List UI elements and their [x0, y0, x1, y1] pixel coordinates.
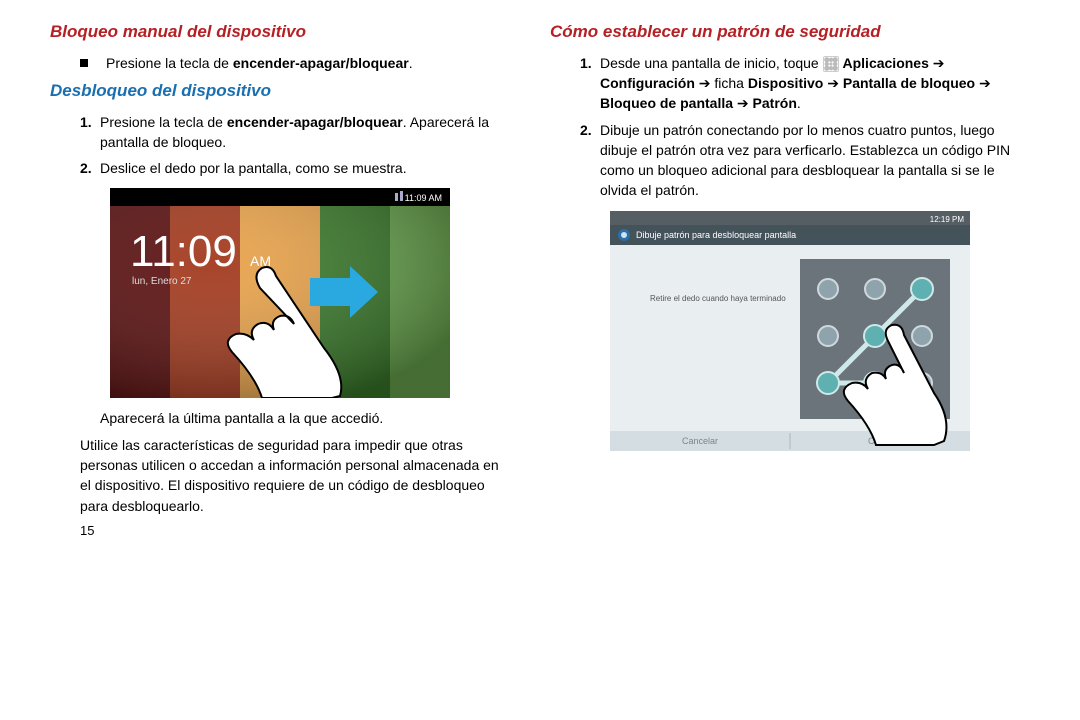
square-bullet-icon	[80, 59, 88, 67]
page-number: 15	[80, 522, 510, 541]
bullet-press-power: Presione la tecla de encender-apagar/blo…	[80, 53, 510, 73]
step-num: 1.	[580, 53, 600, 114]
heading-unlock: Desbloqueo del dispositivo	[50, 79, 510, 104]
step-num: 2.	[580, 120, 600, 201]
svg-text:11:09: 11:09	[130, 227, 237, 276]
left-column: Bloqueo manual del dispositivo Presione …	[40, 20, 540, 710]
svg-text:11:09 AM: 11:09 AM	[405, 193, 442, 203]
svg-text:lun, Enero 27: lun, Enero 27	[132, 276, 192, 287]
step-num: 1.	[80, 112, 100, 153]
security-paragraph: Utilice las características de seguridad…	[80, 435, 510, 516]
bullet-text: Presione la tecla de encender-apagar/blo…	[106, 53, 413, 73]
svg-text:Retire el dedo cuando haya ter: Retire el dedo cuando haya terminado	[650, 294, 786, 303]
step-text: Presione la tecla de encender-apagar/blo…	[100, 112, 510, 153]
pattern-steps: 1. Desde una pantalla de inicio, toque A…	[580, 53, 1030, 201]
apps-grid-icon	[823, 56, 839, 72]
svg-text:Dibuje patrón para desbloquear: Dibuje patrón para desbloquear pantalla	[636, 230, 796, 240]
step-text: Desde una pantalla de inicio, toque Apli…	[600, 53, 1030, 114]
step-text: Deslice el dedo por la pantalla, como se…	[100, 158, 510, 178]
step-num: 2.	[80, 158, 100, 178]
unlock-steps: 1. Presione la tecla de encender-apagar/…	[80, 112, 510, 179]
heading-manual-lock: Bloqueo manual del dispositivo	[50, 20, 510, 45]
heading-set-pattern: Cómo establecer un patrón de seguridad	[550, 20, 1030, 45]
right-column: Cómo establecer un patrón de seguridad 1…	[540, 20, 1040, 710]
svg-text:Cancelar: Cancelar	[682, 436, 718, 446]
after-figure-text: Aparecerá la última pantalla a la que ac…	[100, 408, 510, 428]
figure-lockscreen-swipe: 11:09 AM 11:09 AM lun, Enero 27	[110, 188, 450, 398]
figure-pattern-draw: 12:19 PM Dibuje patrón para desbloquear …	[610, 211, 970, 451]
step-text: Dibuje un patrón conectando por lo menos…	[600, 120, 1030, 201]
svg-text:12:19 PM: 12:19 PM	[930, 215, 965, 224]
